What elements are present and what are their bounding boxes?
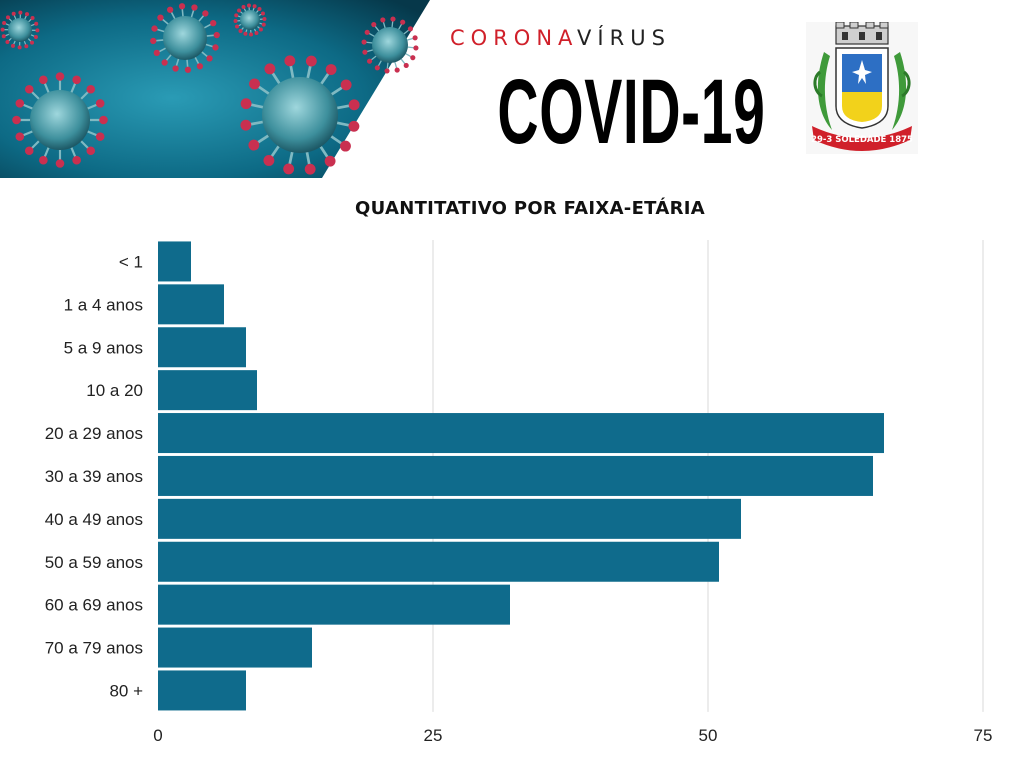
header-banner: CORONAVÍRUS COVID-19 29-3 SOLEDADE 1875: [0, 0, 1024, 178]
bar: [158, 413, 884, 454]
municipal-crest-logo: 29-3 SOLEDADE 1875: [806, 22, 918, 154]
crest-ribbon-text: 29-3 SOLEDADE 1875: [811, 135, 913, 145]
corona-word: CORONA: [450, 26, 578, 50]
bar: [158, 627, 312, 668]
category-label: 1 a 4 anos: [64, 295, 143, 314]
category-label: 60 a 69 anos: [45, 596, 143, 615]
bar: [158, 541, 719, 582]
category-label: 20 a 29 anos: [45, 424, 143, 443]
category-label: 10 a 20: [86, 381, 143, 400]
bar: [158, 241, 191, 282]
bar: [158, 498, 741, 539]
virus-word: VÍRUS: [577, 26, 671, 50]
category-label: < 1: [119, 252, 143, 271]
bar: [158, 327, 246, 368]
bar: [158, 370, 257, 411]
coronavirus-illustration: [0, 0, 430, 178]
x-tick-label: 0: [153, 726, 162, 745]
category-label: 70 a 79 anos: [45, 639, 143, 658]
age-group-bar-chart: < 1 1 a 4 anos 5 a 9 anos 10 a 20 20 a 29 an…: [45, 240, 993, 745]
x-tick-label: 75: [974, 726, 993, 745]
bar: [158, 284, 224, 325]
category-label: 5 a 9 anos: [64, 338, 143, 357]
category-label: 80 +: [109, 681, 143, 700]
chart-title: QUANTITATIVO POR FAIXA-ETÁRIA: [355, 198, 705, 219]
category-label: 50 a 59 anos: [45, 553, 143, 572]
x-tick-label: 50: [699, 726, 718, 745]
page-title: COVID-19: [497, 61, 766, 163]
x-tick-label: 25: [424, 726, 443, 745]
bar: [158, 670, 246, 711]
bar: [158, 584, 510, 625]
bar: [158, 455, 873, 496]
coronavirus-heading: CORONAVÍRUS: [450, 26, 700, 50]
category-label: 40 a 49 anos: [45, 510, 143, 529]
category-label: 30 a 39 anos: [45, 467, 143, 486]
